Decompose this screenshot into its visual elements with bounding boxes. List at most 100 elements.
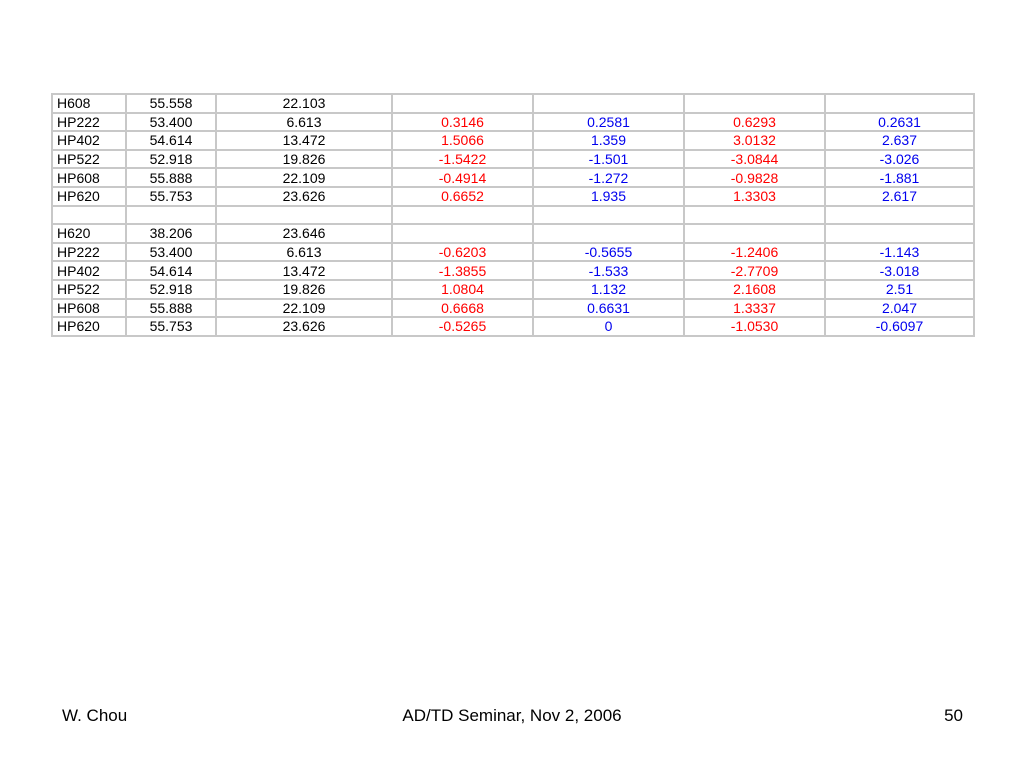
table-cell: [51, 204, 127, 226]
table-cell: 6.613: [215, 111, 393, 133]
table-cell: -1.5422: [391, 148, 534, 170]
table-cell: 19.826: [215, 278, 393, 300]
table-cell: [683, 204, 826, 226]
table-cell: [532, 93, 685, 114]
table-cell: 2.617: [824, 185, 975, 207]
table-cell: 52.918: [125, 278, 217, 300]
table-cell: -3.026: [824, 148, 975, 170]
table-cell: 0.6293: [683, 111, 826, 133]
table-cell: -1.533: [532, 260, 685, 281]
table-cell: 23.626: [215, 185, 393, 207]
table-cell: 0: [532, 316, 685, 337]
data-table: H608 55.558 22.103 HP222 53.400 6.613 0.3146 0.…: [51, 93, 975, 337]
table-cell: -1.2406: [683, 241, 826, 263]
table-cell: -1.501: [532, 148, 685, 170]
table-cell: -1.272: [532, 167, 685, 188]
table-cell: -1.3855: [391, 260, 534, 281]
table-cell: 0.6668: [391, 297, 534, 319]
table-cell: HP522: [51, 278, 127, 300]
table-cell: 55.888: [125, 297, 217, 319]
table-cell: 22.109: [215, 297, 393, 319]
table-cell: 54.614: [125, 260, 217, 281]
table-cell: HP402: [51, 260, 127, 281]
table-cell: [215, 204, 393, 226]
table-cell: 0.2581: [532, 111, 685, 133]
table-cell: [391, 223, 534, 244]
table-cell: 55.753: [125, 185, 217, 207]
table-cell: HP620: [51, 316, 127, 337]
table-cell: 38.206: [125, 223, 217, 244]
table-cell: 23.626: [215, 316, 393, 337]
table-cell: -0.5265: [391, 316, 534, 337]
table-cell: 22.103: [215, 93, 393, 114]
table-cell: 53.400: [125, 111, 217, 133]
table-cell: [125, 204, 217, 226]
table-row: HP522 52.918 19.826 1.0804 1.132 2.1608 2.51: [51, 278, 975, 300]
table-cell: 13.472: [215, 130, 393, 151]
table-cell: 3.0132: [683, 130, 826, 151]
table-cell: 55.558: [125, 93, 217, 114]
table-row: HP608 55.888 22.109 -0.4914 -1.272 -0.9828 -1.…: [51, 167, 975, 188]
table-cell: -0.9828: [683, 167, 826, 188]
table-row: HP222 53.400 6.613 0.3146 0.2581 0.6293 0.2631: [51, 111, 975, 133]
table-cell: 2.047: [824, 297, 975, 319]
table-cell: -3.0844: [683, 148, 826, 170]
table-cell: 0.6652: [391, 185, 534, 207]
table-row: HP402 54.614 13.472 1.5066 1.359 3.0132 2.637: [51, 130, 975, 151]
table-cell: -0.4914: [391, 167, 534, 188]
table-cell: 19.826: [215, 148, 393, 170]
table-cell: HP522: [51, 148, 127, 170]
table-cell: 1.935: [532, 185, 685, 207]
table-cell: HP608: [51, 167, 127, 188]
table-row: HP608 55.888 22.109 0.6668 0.6631 1.3337 2.047: [51, 297, 975, 319]
table-cell: H620: [51, 223, 127, 244]
table-cell: 2.1608: [683, 278, 826, 300]
table-cell: -0.6097: [824, 316, 975, 337]
table-cell: 1.132: [532, 278, 685, 300]
table-row: H620 38.206 23.646: [51, 223, 975, 244]
table-cell: -0.6203: [391, 241, 534, 263]
data-table-body: H608 55.558 22.103 HP222 53.400 6.613 0.3146 0.…: [51, 93, 975, 337]
table-cell: 6.613: [215, 241, 393, 263]
table-cell: HP608: [51, 297, 127, 319]
table-cell: -1.143: [824, 241, 975, 263]
table-cell: [824, 93, 975, 114]
table-row: [51, 204, 975, 226]
table-row: HP222 53.400 6.613 -0.6203 -0.5655 -1.2406 -1.…: [51, 241, 975, 263]
table-row: HP620 55.753 23.626 0.6652 1.935 1.3303 2.617: [51, 185, 975, 207]
table-cell: [532, 223, 685, 244]
table-cell: 2.51: [824, 278, 975, 300]
table-row: HP402 54.614 13.472 -1.3855 -1.533 -2.7709 -3.…: [51, 260, 975, 281]
table-cell: 54.614: [125, 130, 217, 151]
table-cell: -1.881: [824, 167, 975, 188]
table-cell: [391, 204, 534, 226]
table-cell: 0.6631: [532, 297, 685, 319]
table-cell: [391, 93, 534, 114]
table-cell: 1.3303: [683, 185, 826, 207]
table-cell: 1.0804: [391, 278, 534, 300]
table-cell: HP222: [51, 111, 127, 133]
table-cell: 55.753: [125, 316, 217, 337]
table-cell: 22.109: [215, 167, 393, 188]
table-cell: -3.018: [824, 260, 975, 281]
table-cell: [824, 204, 975, 226]
table-cell: [683, 93, 826, 114]
table-cell: HP222: [51, 241, 127, 263]
table-cell: [683, 223, 826, 244]
footer-author: W. Chou: [62, 706, 128, 725]
table-cell: -2.7709: [683, 260, 826, 281]
table-cell: H608: [51, 93, 127, 114]
table-cell: [824, 223, 975, 244]
table-cell: 1.3337: [683, 297, 826, 319]
table-cell: 55.888: [125, 167, 217, 188]
table-cell: 0.3146: [391, 111, 534, 133]
table-cell: HP402: [51, 130, 127, 151]
table-cell: 1.359: [532, 130, 685, 151]
footer-event: AD/TD Seminar, Nov 2, 2006: [402, 706, 622, 725]
table-cell: HP620: [51, 185, 127, 207]
table-cell: -1.0530: [683, 316, 826, 337]
table-cell: 2.637: [824, 130, 975, 151]
table-cell: 0.2631: [824, 111, 975, 133]
table-cell: 52.918: [125, 148, 217, 170]
table-row: HP522 52.918 19.826 -1.5422 -1.501 -3.0844 -3.…: [51, 148, 975, 170]
